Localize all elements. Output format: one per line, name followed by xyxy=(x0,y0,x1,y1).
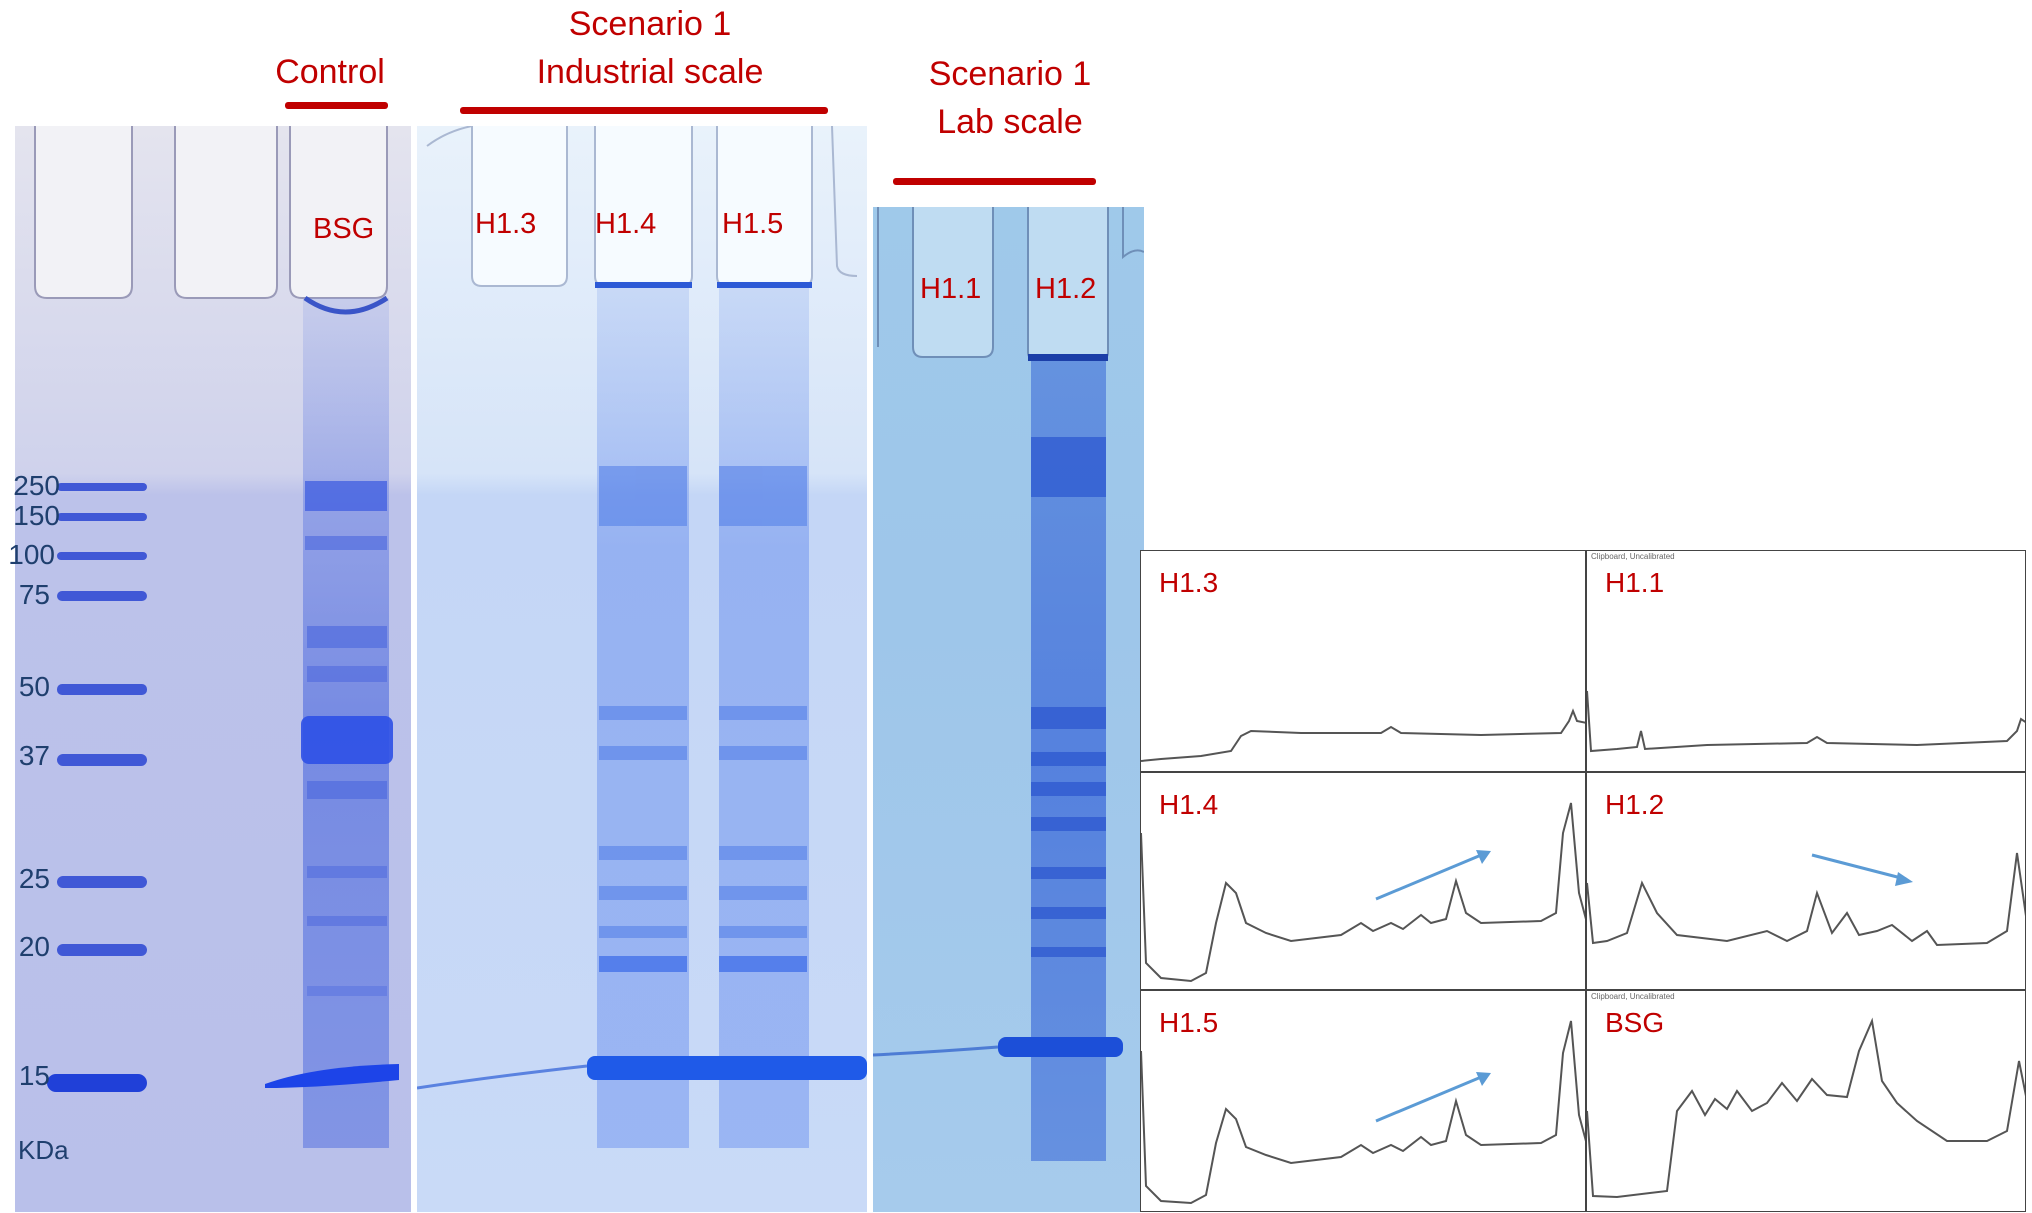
gel-panel-control xyxy=(15,126,411,1212)
lane-label-h14: H1.4 xyxy=(595,208,657,240)
profile-h13: H1.3 xyxy=(1140,550,1586,772)
lane-label-h15: H1.5 xyxy=(722,208,784,240)
industrial-header-line1: Scenario 1 xyxy=(568,5,732,43)
lane-label-h11: H1.1 xyxy=(920,273,982,305)
clipboard-note-bsg: Clipboard, Uncalibrated xyxy=(1591,992,1675,1001)
marker-250: 250 xyxy=(13,470,60,501)
lab-underline xyxy=(893,178,1096,185)
profile-h14: H1.4 xyxy=(1140,772,1586,990)
profile-label-h15: H1.5 xyxy=(1159,1007,1219,1038)
marker-75: 75 xyxy=(18,579,50,610)
profile-h12: H1.2 xyxy=(1586,772,2026,990)
ladder-unit-label: KDa xyxy=(18,1135,69,1165)
marker-50: 50 xyxy=(18,671,50,702)
lane-label-h12: H1.2 xyxy=(1035,273,1097,305)
marker-15: 15 xyxy=(18,1060,50,1091)
industrial-underline xyxy=(460,107,828,114)
marker-150: 150 xyxy=(13,500,60,531)
profile-label-h14: H1.4 xyxy=(1159,789,1219,820)
marker-25: 25 xyxy=(18,863,50,894)
profile-label-h12: H1.2 xyxy=(1605,789,1665,820)
profile-h15: H1.5 xyxy=(1140,990,1586,1212)
industrial-scale-header: Scenario 1 Industrial scale xyxy=(480,0,820,96)
lane-label-h13: H1.3 xyxy=(475,208,537,240)
control-underline xyxy=(285,102,388,109)
marker-100: 100 xyxy=(8,539,55,570)
profile-h11: Clipboard, Uncalibrated H1.1 xyxy=(1586,550,2026,772)
industrial-header-line2: Industrial scale xyxy=(536,53,764,91)
profile-label-bsg: BSG xyxy=(1605,1007,1665,1038)
marker-37: 37 xyxy=(18,740,50,771)
profile-label-h13: H1.3 xyxy=(1159,567,1219,598)
gel-panel-industrial xyxy=(417,126,867,1212)
profile-label-h11: H1.1 xyxy=(1605,567,1665,598)
lab-header-line2: Lab scale xyxy=(937,103,1083,141)
profile-bsg: Clipboard, Uncalibrated BSG xyxy=(1586,990,2026,1212)
lab-header-line1: Scenario 1 xyxy=(928,55,1092,93)
gel-panel-lab xyxy=(873,207,1144,1212)
control-header: Control xyxy=(275,53,385,91)
clipboard-note-h11: Clipboard, Uncalibrated xyxy=(1591,552,1675,561)
marker-20: 20 xyxy=(18,931,50,962)
lane-label-bsg: BSG xyxy=(313,213,375,245)
lab-scale-header: Scenario 1 Lab scale xyxy=(880,50,1140,146)
